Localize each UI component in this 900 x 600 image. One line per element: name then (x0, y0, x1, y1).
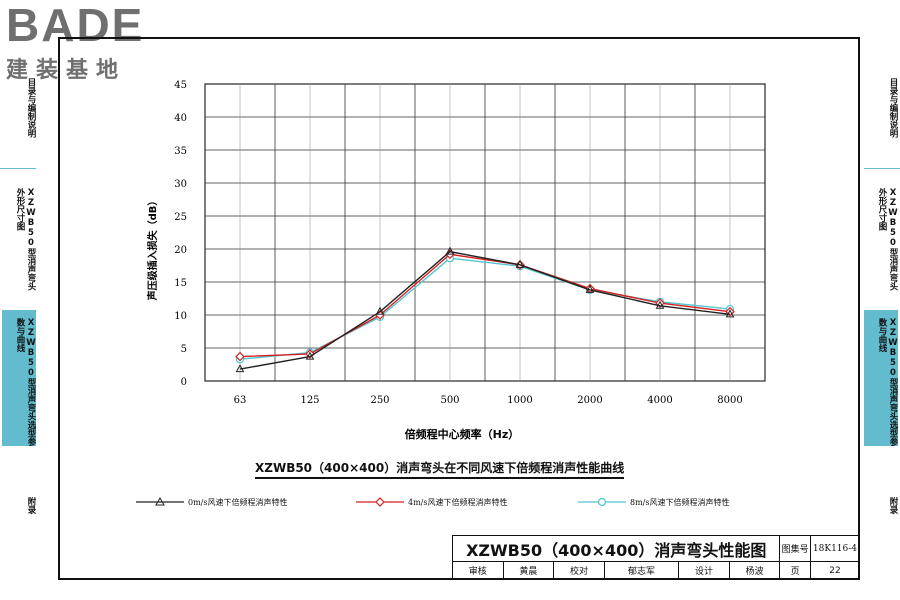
y-tick-label: 10 (174, 311, 187, 322)
x-tick-label: 4000 (647, 395, 672, 406)
sidebar-right-contents[interactable]: 目录与编制说明 (864, 78, 898, 158)
brand-logo: BADE 建装基地 (6, 2, 176, 84)
sidebar-left-selection[interactable]: XZWB50型消声弯头选型参数与曲线 (2, 310, 36, 446)
legend-label-2: 8m/s风速下倍频程消声特性 (630, 497, 730, 507)
legend-swatch-1 (356, 496, 404, 508)
design-label: 设计 (678, 561, 730, 580)
legend-label-1: 4m/s风速下倍频程消声特性 (408, 497, 508, 507)
sidebar-right-dimensions[interactable]: XZWB50型消声弯头外形尺寸图 (864, 188, 898, 298)
chart-title: XZWB50（400×400）消声弯头在不同风速下倍频程消声性能曲线 (255, 459, 625, 479)
data-point-0 (585, 284, 595, 293)
legend-swatch-0 (136, 496, 184, 508)
series-line-1 (239, 253, 731, 358)
sidebar-left-contents-label: 目录与编制说明 (26, 78, 36, 138)
sidebar-right-appendix[interactable]: 附录 (864, 497, 898, 537)
y-tick-label: 30 (174, 179, 187, 190)
sidebar-right-contents-label: 目录与编制说明 (888, 78, 898, 138)
x-tick-label: 8000 (717, 395, 742, 406)
page-number: 22 (809, 561, 861, 580)
sidebar-right-selection-label: XZWB50型消声弯头选型参数与曲线 (877, 318, 898, 446)
y-tick-label: 35 (174, 146, 187, 157)
series-line-0 (239, 250, 731, 370)
y-tick-label: 25 (174, 212, 187, 223)
data-point-0 (305, 351, 315, 360)
legend-item-2: 8m/s风速下倍频程消声特性 (578, 496, 729, 508)
data-point-0 (515, 259, 525, 268)
y-axis-label: 声压级插入损失（dB） (146, 196, 159, 302)
x-axis-label: 倍频程中心频率（Hz） (405, 427, 520, 441)
sidebar-left-divider (0, 168, 36, 169)
y-tick-label: 5 (181, 344, 187, 355)
x-tick-label: 250 (370, 395, 389, 406)
review-label: 审核 (452, 561, 504, 580)
data-point-0 (235, 364, 245, 373)
sidebar-right-divider (864, 168, 900, 169)
sidebar-left-selection-label: XZWB50型消声弯头选型参数与曲线 (15, 318, 36, 446)
x-tick-label: 2000 (577, 395, 602, 406)
sidebar-right-selection[interactable]: XZWB50型消声弯头选型参数与曲线 (864, 310, 898, 446)
drawing-title: XZWB50（400×400）消声弯头性能图 (451, 535, 781, 562)
title-block: XZWB50（400×400）消声弯头性能图 图集号 18K116-4 审核 黄… (451, 535, 861, 580)
logo-brand-text: BADE (6, 0, 145, 51)
legend-item-0: 0m/s风速下倍频程消声特性 (136, 496, 287, 508)
sidebar-right-dimensions-label: XZWB50型消声弯头外形尺寸图 (877, 188, 898, 291)
data-point-0 (725, 309, 735, 318)
sidebar-right-appendix-label: 附录 (888, 497, 898, 514)
sidebar-left-contents[interactable]: 目录与编制说明 (2, 78, 36, 158)
legend-item-1: 4m/s风速下倍频程消声特性 (356, 496, 507, 508)
x-tick-label: 500 (440, 395, 459, 406)
proofreader-name: 郁志军 (603, 561, 680, 580)
page-label: 页 (779, 561, 811, 580)
y-tick-label: 0 (181, 377, 187, 388)
x-tick-label: 63 (234, 395, 247, 406)
data-point-1 (235, 351, 245, 362)
x-tick-label: 125 (300, 395, 319, 406)
y-tick-label: 20 (174, 245, 187, 256)
legend-label-0: 0m/s风速下倍频程消声特性 (188, 497, 288, 507)
y-tick-label: 15 (174, 278, 187, 289)
atlas-number: 18K116-4 (809, 535, 861, 562)
designer-name: 杨波 (728, 561, 781, 580)
logo-subtitle: 建装基地 (6, 58, 127, 83)
sidebar-left-appendix-label: 附录 (26, 497, 36, 514)
legend-swatch-2 (578, 496, 626, 508)
y-tick-label: 45 (174, 80, 187, 91)
data-point-0 (445, 246, 455, 255)
y-tick-label: 40 (174, 113, 187, 124)
data-point-0 (375, 306, 385, 315)
reviewer-name: 黄晨 (502, 561, 555, 580)
sidebar-left-dimensions[interactable]: XZWB50型消声弯头外形尺寸图 (2, 188, 36, 298)
atlas-label: 图集号 (779, 535, 811, 562)
sidebar-left-appendix[interactable]: 附录 (2, 497, 36, 537)
proof-label: 校对 (553, 561, 605, 580)
data-point-0 (655, 300, 665, 309)
sidebar-left-dimensions-label: XZWB50型消声弯头外形尺寸图 (15, 188, 36, 291)
x-tick-label: 1000 (507, 395, 532, 406)
